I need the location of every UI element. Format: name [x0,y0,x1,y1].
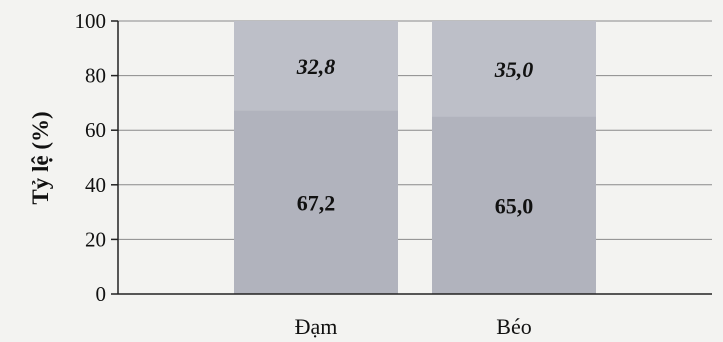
bar-value-label: 67,2 [297,190,336,215]
bar-segment [432,21,596,117]
bar-segment [234,110,398,294]
bars [234,21,596,294]
axes: 0 20 40 60 80 100 Đạm Béo [75,9,712,339]
y-tick-label: 80 [85,64,106,88]
x-category-label: Béo [496,314,531,339]
y-tick-label: 20 [85,227,106,251]
y-tick-label: 40 [85,173,106,197]
gridlines [118,20,712,240]
bar-value-label: 32,8 [296,54,336,79]
x-category-label: Đạm [295,314,338,339]
y-tick-label: 100 [75,9,107,33]
bar-segment [234,21,398,111]
bar-value-label: 65,0 [495,193,534,218]
y-axis-title: Tỷ lệ (%) [28,111,53,204]
y-tick-label: 0 [96,282,107,306]
bar-segment [432,116,596,294]
bar-value-label: 35,0 [494,57,534,82]
y-tick-label: 60 [85,118,106,142]
bar-value-labels: 67,2 32,8 65,0 35,0 [296,54,534,219]
